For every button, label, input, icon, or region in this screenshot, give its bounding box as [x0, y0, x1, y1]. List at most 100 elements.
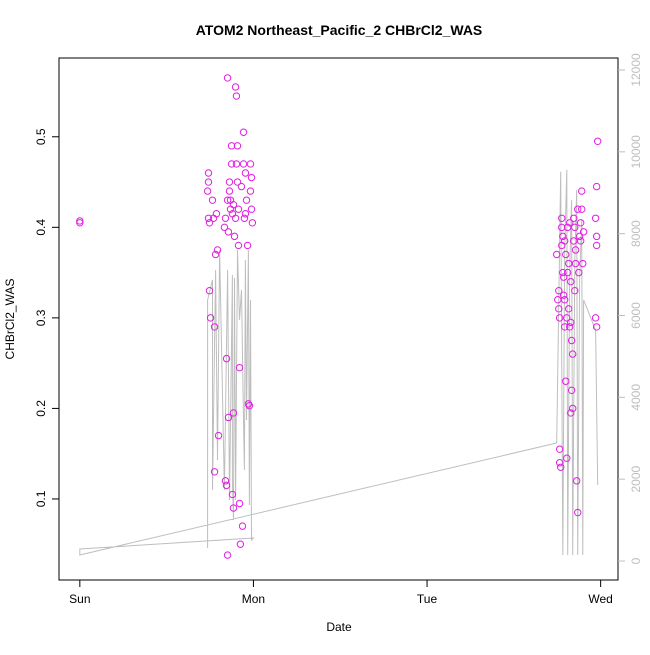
data-point [223, 74, 232, 82]
data-point [227, 160, 236, 168]
data-point [234, 241, 243, 250]
y-axis-title: CHBrCl2_WAS [3, 279, 17, 360]
data-point [229, 409, 238, 417]
data-point [222, 481, 231, 490]
y2-tick-label: 4000 [629, 384, 643, 411]
data-point [562, 250, 570, 259]
data-point [229, 200, 238, 209]
data-point [559, 291, 568, 299]
data-point [559, 268, 567, 277]
data-point [571, 287, 579, 295]
data-point [205, 219, 214, 227]
chart-title: ATOM2 Northeast_Pacific_2 CHBrCl2_WAS [196, 22, 483, 38]
data-point [212, 210, 221, 218]
data-point [571, 259, 580, 268]
data-point [557, 463, 565, 471]
data-point [221, 214, 230, 222]
data-point [578, 205, 586, 213]
data-point [561, 296, 569, 304]
data-point [592, 241, 601, 250]
data-point [575, 232, 584, 241]
data-point [222, 354, 231, 363]
data-point [566, 323, 574, 331]
data-point [240, 214, 249, 222]
y-tick-label: 0.4 [34, 219, 48, 236]
data-point [233, 178, 242, 186]
data-point [224, 413, 233, 422]
data-point [208, 196, 217, 204]
data-point [239, 160, 248, 168]
data-point [579, 259, 587, 268]
data-point [570, 237, 578, 245]
data-point [555, 287, 563, 295]
data-point [559, 273, 568, 281]
y2-tick-label: 2000 [629, 466, 643, 493]
data-point [76, 219, 84, 227]
data-point [564, 259, 573, 268]
data-point [568, 404, 577, 413]
y-tick-label: 0.1 [34, 490, 48, 507]
data-point [210, 468, 219, 476]
data-point [555, 445, 564, 453]
x-tick-label: Mon [242, 592, 265, 606]
data-point [211, 250, 220, 259]
data-point [245, 401, 254, 410]
y2-tick-label: 6000 [629, 302, 643, 329]
data-point [247, 205, 256, 213]
data-point [235, 363, 244, 372]
data-point [224, 228, 233, 236]
data-point [204, 214, 213, 222]
data-point [555, 314, 564, 322]
data-point [243, 241, 252, 250]
data-point [576, 219, 585, 227]
data-point [246, 160, 255, 168]
data-point [225, 178, 234, 186]
data-point [568, 350, 577, 358]
data-point [237, 182, 246, 191]
data-point [248, 219, 257, 227]
data-point [232, 160, 241, 168]
x-tick-label: Tue [417, 592, 438, 606]
data-point [574, 205, 582, 213]
data-point [567, 409, 575, 417]
data-point [579, 228, 588, 236]
data-point [563, 454, 571, 462]
data-point [246, 187, 255, 195]
data-point [566, 219, 574, 227]
data-point [235, 499, 244, 508]
y-tick-label: 0.3 [34, 309, 48, 326]
data-point [567, 277, 575, 286]
data-point [223, 551, 232, 559]
data-point [206, 314, 215, 322]
data-point [221, 477, 230, 485]
data-point [591, 314, 600, 322]
data-point [558, 214, 566, 222]
data-point [563, 268, 572, 277]
data-point [553, 250, 561, 259]
data-point [570, 214, 578, 222]
data-point [213, 246, 222, 254]
data-point [554, 296, 562, 304]
data-point [236, 540, 245, 548]
x-axis-title: Date [326, 620, 352, 634]
data-point [576, 237, 585, 245]
y-tick-label: 0.2 [34, 400, 48, 417]
data-point [571, 223, 579, 232]
data-point [220, 223, 229, 232]
data-point [563, 223, 572, 232]
data-point [575, 268, 583, 277]
data-point [238, 522, 247, 530]
data-point [204, 178, 213, 186]
y2-tick-label: 12000 [629, 53, 643, 87]
data-point [567, 318, 575, 327]
data-point [578, 187, 586, 195]
y2-tick-label: 10000 [629, 135, 643, 169]
y2-tick-label: 0 [629, 557, 643, 564]
data-point [592, 232, 601, 241]
data-point [225, 187, 234, 195]
data-point [203, 187, 212, 195]
data-point [574, 508, 582, 517]
data-point [563, 314, 571, 322]
